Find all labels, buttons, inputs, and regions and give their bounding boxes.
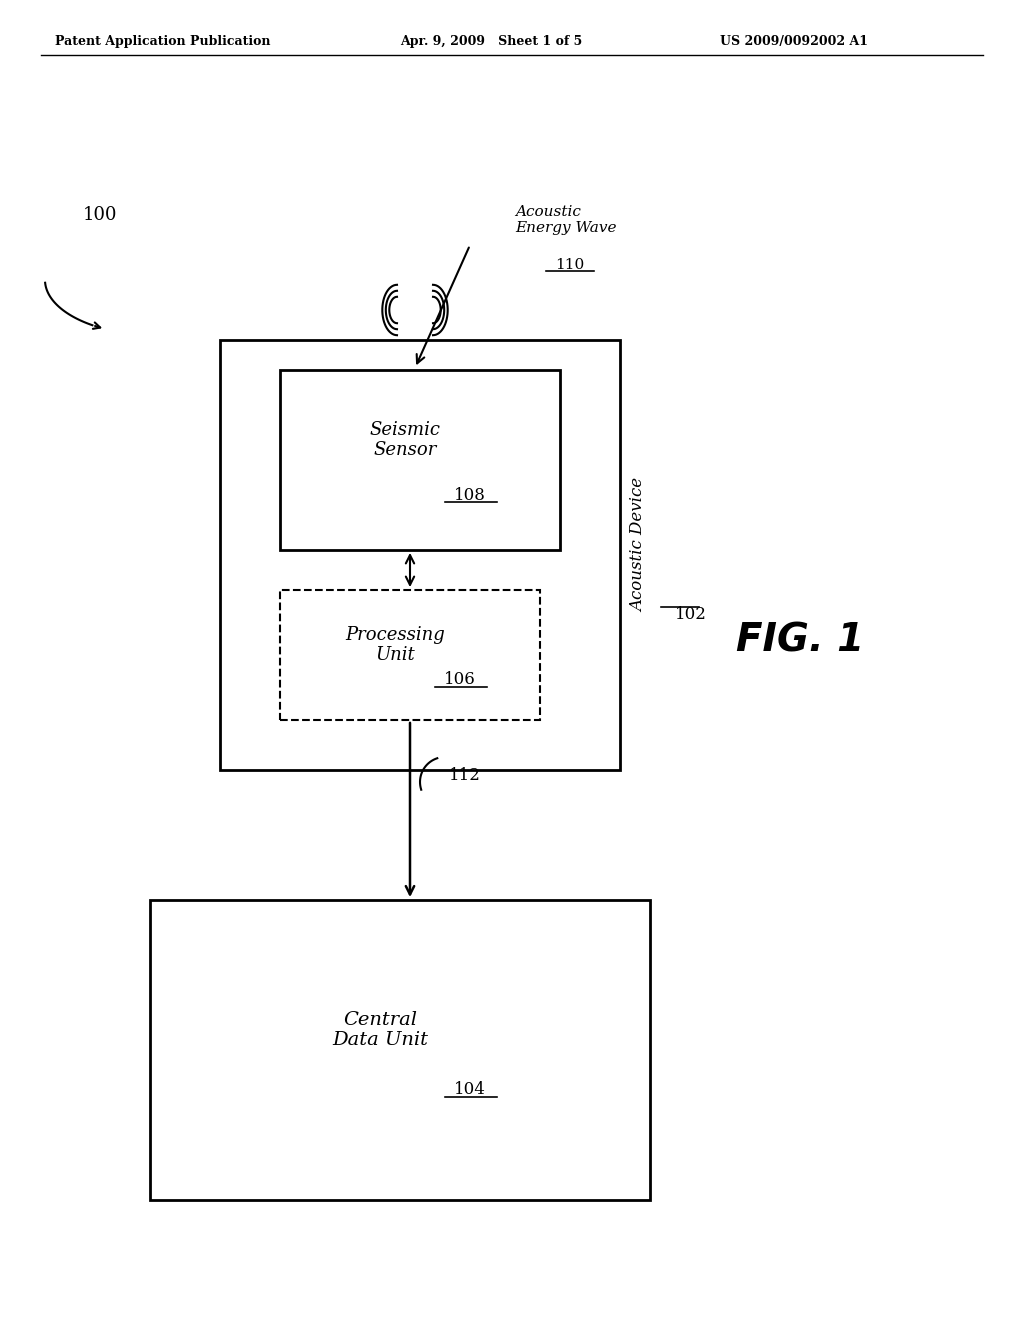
Text: US 2009/0092002 A1: US 2009/0092002 A1 [720, 36, 868, 48]
FancyBboxPatch shape [150, 900, 650, 1200]
Text: 112: 112 [450, 767, 481, 784]
Text: Acoustic Device: Acoustic Device [630, 478, 647, 612]
FancyBboxPatch shape [220, 341, 620, 770]
Text: Apr. 9, 2009   Sheet 1 of 5: Apr. 9, 2009 Sheet 1 of 5 [400, 36, 583, 48]
Text: Processing
Unit: Processing Unit [345, 626, 444, 664]
FancyBboxPatch shape [280, 590, 540, 719]
Text: 110: 110 [555, 257, 585, 272]
Text: Seismic
Sensor: Seismic Sensor [370, 421, 440, 459]
Text: 106: 106 [444, 672, 476, 689]
Text: 104: 104 [454, 1081, 486, 1098]
Text: FIG. 1: FIG. 1 [736, 620, 864, 659]
Text: 108: 108 [454, 487, 486, 503]
FancyBboxPatch shape [280, 370, 560, 550]
Text: Patent Application Publication: Patent Application Publication [55, 36, 270, 48]
Text: 102: 102 [675, 606, 707, 623]
Text: Central
Data Unit: Central Data Unit [332, 1011, 428, 1049]
Text: 100: 100 [83, 206, 118, 224]
Text: Acoustic
Energy Wave: Acoustic Energy Wave [515, 205, 616, 235]
